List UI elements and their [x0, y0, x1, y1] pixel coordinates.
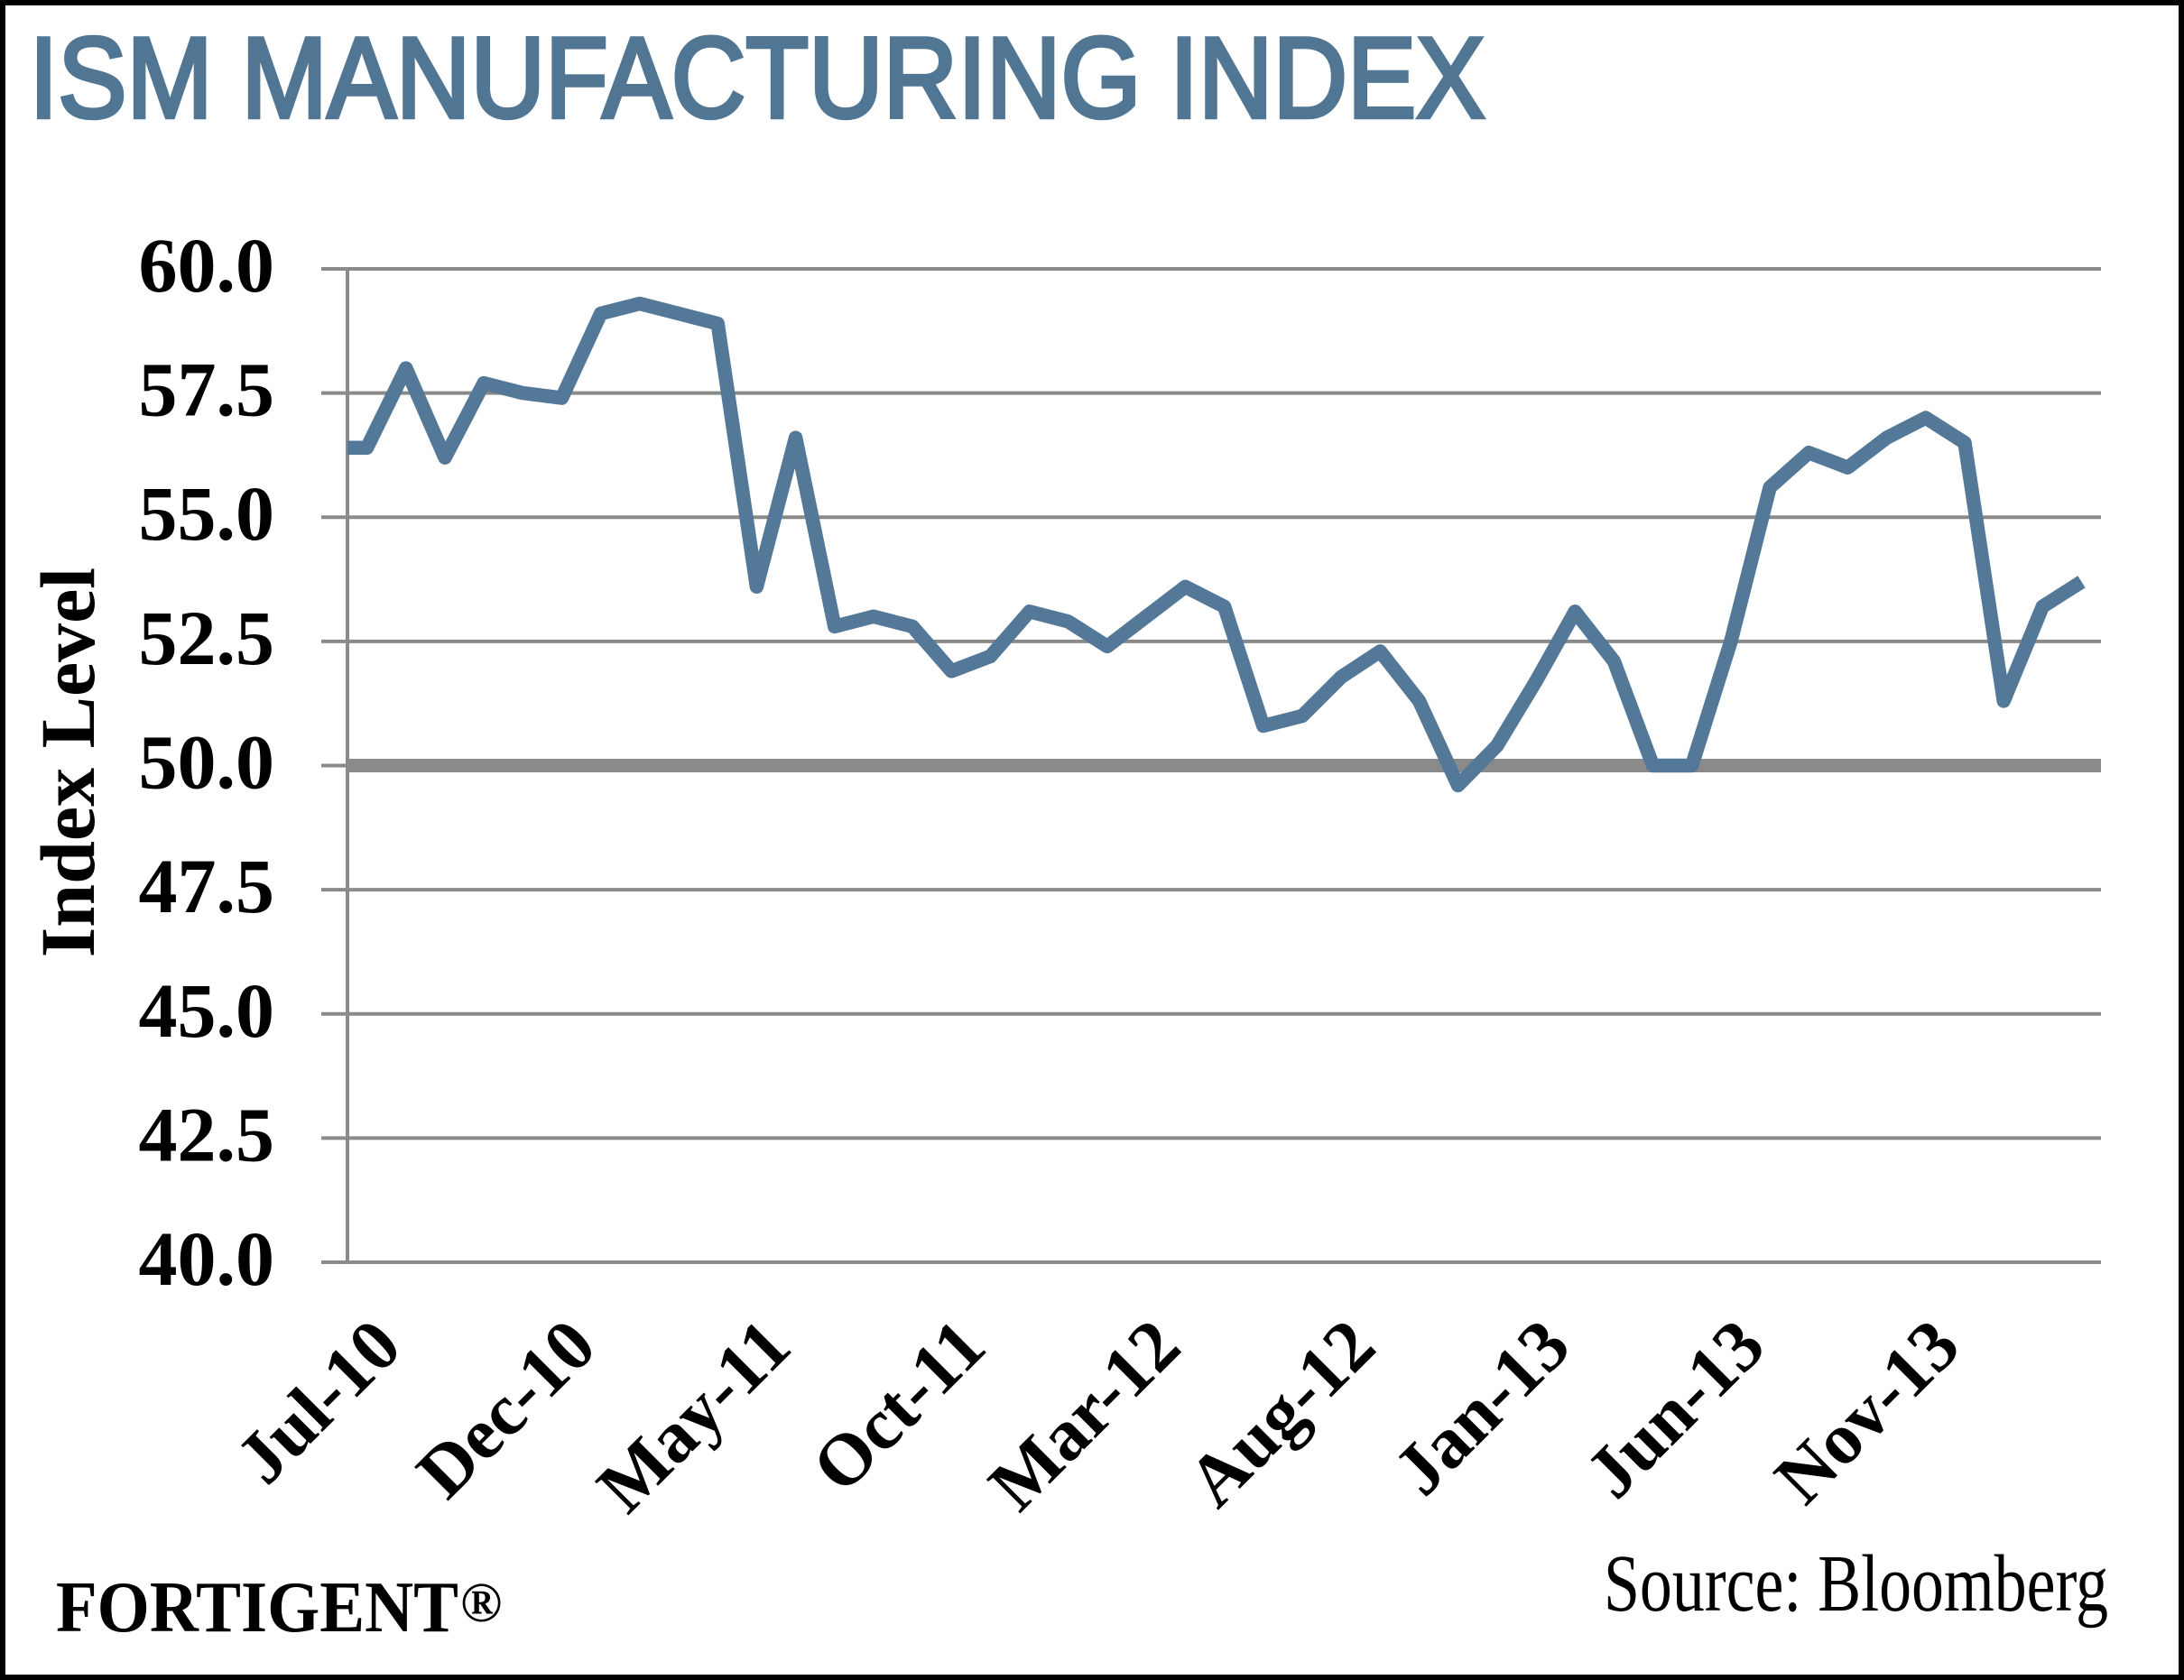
svg-text:52.5: 52.5 [139, 595, 275, 681]
svg-text:40.0: 40.0 [139, 1215, 275, 1302]
svg-text:45.0: 45.0 [139, 967, 275, 1054]
svg-text:Index Level: Index Level [24, 568, 111, 957]
svg-text:42.5: 42.5 [139, 1091, 275, 1177]
svg-text:FORTIGENT: FORTIGENT [56, 1566, 458, 1648]
svg-text:Source: Bloomberg: Source: Bloomberg [1604, 1539, 2108, 1629]
svg-text:57.5: 57.5 [139, 346, 275, 433]
svg-text:47.5: 47.5 [139, 843, 275, 929]
svg-text:55.0: 55.0 [139, 470, 275, 557]
svg-text:50.0: 50.0 [139, 719, 275, 806]
svg-text:60.0: 60.0 [139, 222, 275, 309]
svg-text:ISM MANUFACTURING INDEX: ISM MANUFACTURING INDEX [30, 14, 1485, 142]
svg-text:®: ® [460, 1573, 502, 1634]
